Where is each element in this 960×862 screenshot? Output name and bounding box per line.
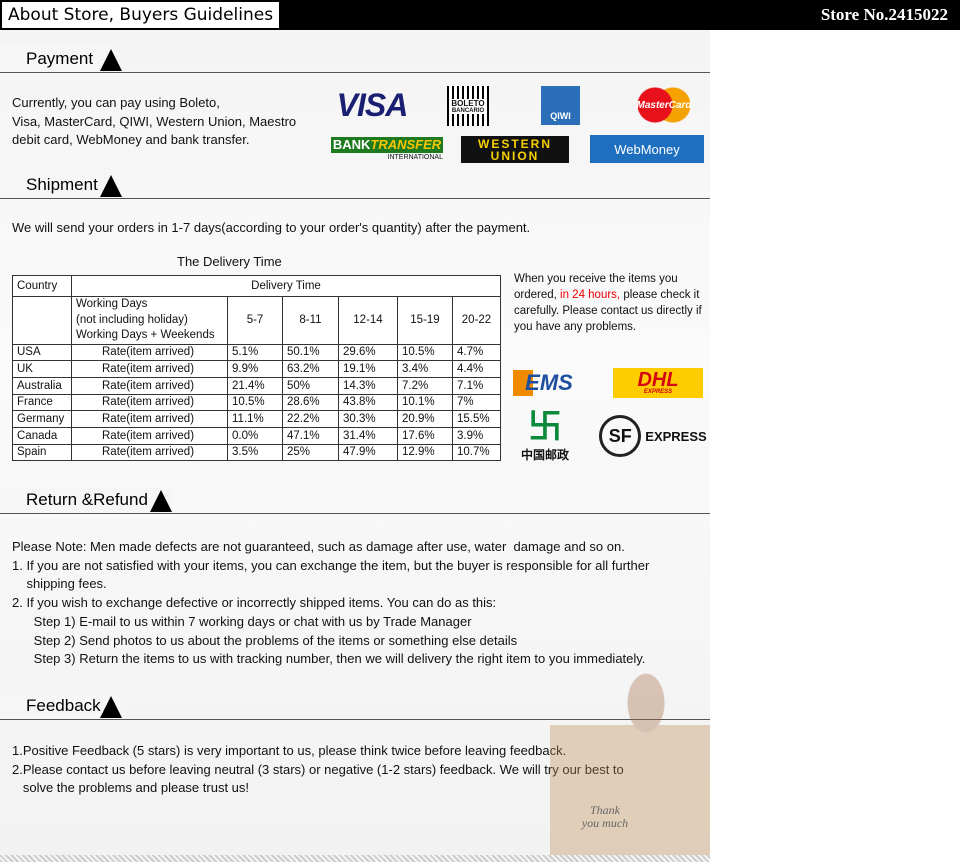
rate-cell: 22.2% <box>282 410 339 428</box>
rate-cell: 7% <box>452 393 501 412</box>
rate-cell: 3.9% <box>452 426 501 445</box>
china-post-emblem-icon: 卐 <box>528 408 562 446</box>
payment-text: Currently, you can pay using Boleto, Visa… <box>12 95 297 148</box>
refund-heading: Return &Refund <box>0 486 710 516</box>
country-cell: Germany <box>12 410 72 428</box>
table-row: Germany Rate(item arrived) 11.1% 22.2% 30.3%… <box>12 410 501 428</box>
table-row: USA Rate(item arrived) 5.1% 50.1% 29.6% 10.5%… <box>12 343 501 362</box>
rate-label: Rate(item arrived) <box>71 426 228 445</box>
rate-cell: 10.5% <box>227 393 283 412</box>
rate-label: Rate(item arrived) <box>71 443 228 462</box>
rate-cell: 7.1% <box>452 376 501 395</box>
rate-cell: 17.6% <box>397 426 453 445</box>
shipment-heading: Shipment <box>0 171 710 201</box>
triangle-icon <box>100 175 122 197</box>
rate-cell: 12.9% <box>397 443 453 462</box>
delivery-time-table: Country Delivery Time Working Days (not in… <box>12 275 501 462</box>
country-cell: USA <box>12 343 72 362</box>
rate-cell: 28.6% <box>282 393 339 412</box>
top-bar: About Store, Buyers Guidelines Store No.… <box>0 0 960 30</box>
refund-text: Please Note: Men made defects are not gu… <box>12 539 650 667</box>
feedback-text: 1.Positive Feedback (5 stars) is very im… <box>12 743 624 796</box>
rate-cell: 10.7% <box>452 443 501 462</box>
triangle-icon <box>100 696 122 718</box>
mastercard-logo: MasterCard <box>634 87 694 123</box>
feedback-heading: Feedback <box>0 692 710 722</box>
rate-cell: 63.2% <box>282 360 339 378</box>
triangle-icon <box>150 490 172 512</box>
bottom-border <box>0 855 710 862</box>
payment-heading: Payment <box>0 45 710 75</box>
rate-cell: 10.5% <box>397 343 453 362</box>
rate-label: Rate(item arrived) <box>71 343 228 362</box>
shipment-text: We will send your orders in 1-7 days(acc… <box>12 220 531 235</box>
rate-cell: 4.7% <box>452 343 501 362</box>
rate-cell: 0.0% <box>227 426 283 445</box>
rate-cell: 21.4% <box>227 376 283 395</box>
rate-cell: 14.3% <box>338 376 398 395</box>
qiwi-logo: QIWI <box>541 86 580 125</box>
rate-cell: 19.1% <box>338 360 398 378</box>
table-row: France Rate(item arrived) 10.5% 28.6% 43.8% 1… <box>12 393 501 412</box>
inspection-note: When you receive the items you ordered, … <box>514 273 702 333</box>
rate-cell: 30.3% <box>338 410 398 428</box>
country-cell: Canada <box>12 426 72 445</box>
rate-cell: 15.5% <box>452 410 501 428</box>
delivery-man-image <box>550 665 710 855</box>
table-row: Spain Rate(item arrived) 3.5% 25% 47.9% 12.9%… <box>12 443 501 462</box>
rate-cell: 10.1% <box>397 393 453 412</box>
table-row: Australia Rate(item arrived) 21.4% 50% 14.3%… <box>12 376 501 395</box>
section-title: Return &Refund <box>0 487 174 513</box>
country-cell: Spain <box>12 443 72 462</box>
china-post-logo: 卐中国邮政 <box>520 408 569 462</box>
rate-cell: 50% <box>282 376 339 395</box>
table-row: Canada Rate(item arrived) 0.0% 47.1% 31.4% 17… <box>12 426 501 445</box>
rate-cell: 5.1% <box>227 343 283 362</box>
rate-cell: 20.9% <box>397 410 453 428</box>
country-cell: Australia <box>12 376 72 395</box>
rate-cell: 43.8% <box>338 393 398 412</box>
boleto-logo: BOLETO BANCARIO <box>447 86 489 126</box>
rate-cell: 3.5% <box>227 443 283 462</box>
rate-cell: 50.1% <box>282 343 339 362</box>
rate-cell: 47.1% <box>282 426 339 445</box>
triangle-icon <box>100 49 122 71</box>
rate-cell: 3.4% <box>397 360 453 378</box>
western-union-logo: WESTERN UNION <box>461 136 569 163</box>
bank-transfer-logo: BANKTRANSFER INTERNATIONAL <box>331 136 443 161</box>
sf-express-logo: SF EXPRESS <box>598 414 708 458</box>
rate-cell: 25% <box>282 443 339 462</box>
page-title: About Store, Buyers Guidelines <box>2 2 280 28</box>
visa-logo: VISA <box>336 86 409 123</box>
rate-label: Rate(item arrived) <box>71 393 228 412</box>
dhl-logo: DHL EXPRESS <box>613 368 703 398</box>
store-number[interactable]: Store No.2415022 <box>820 5 948 24</box>
rate-label: Rate(item arrived) <box>71 376 228 395</box>
webmoney-logo: WebMoney <box>590 135 704 163</box>
rate-label: Rate(item arrived) <box>71 360 228 378</box>
rate-cell: 11.1% <box>227 410 283 428</box>
country-cell: France <box>12 393 72 412</box>
rate-cell: 7.2% <box>397 376 453 395</box>
country-cell: UK <box>12 360 72 378</box>
ems-logo: EMS <box>513 370 585 396</box>
thank-you-card: Thank you much <box>581 803 629 830</box>
rate-cell: 9.9% <box>227 360 283 378</box>
rate-cell: 31.4% <box>338 426 398 445</box>
table-title: The Delivery Time <box>177 254 282 269</box>
section-title: Payment <box>0 46 120 72</box>
rate-cell: 29.6% <box>338 343 398 362</box>
rate-cell: 4.4% <box>452 360 501 378</box>
rate-label: Rate(item arrived) <box>71 410 228 428</box>
table-row: UK Rate(item arrived) 9.9% 63.2% 19.1% 3.4% 4.… <box>12 360 501 378</box>
rate-cell: 47.9% <box>338 443 398 462</box>
